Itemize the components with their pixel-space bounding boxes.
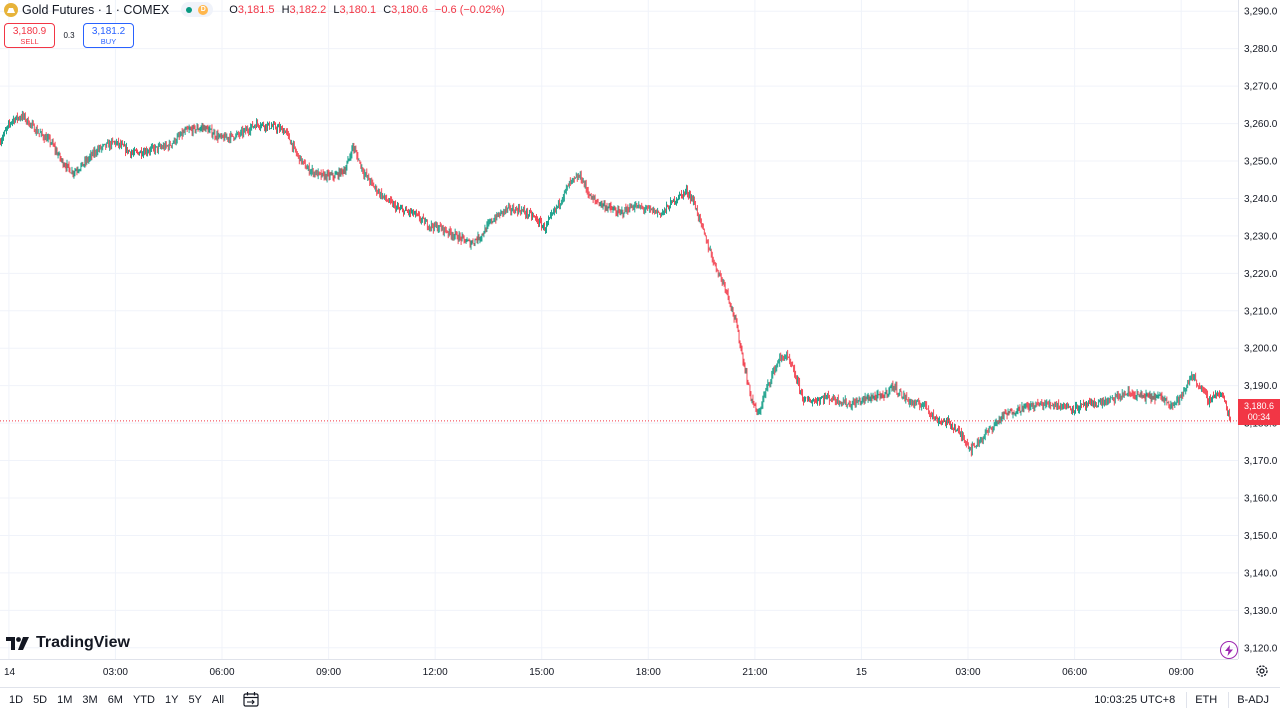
price-axis[interactable]: 3,290.0 3,280.0 3,270.0 3,260.0 3,250.0 3,240… (1244, 7, 1278, 655)
gear-icon[interactable] (1255, 664, 1269, 678)
time-tick-label: 03:00 (103, 667, 128, 678)
price-chart[interactable]: 3,290.0 3,280.0 3,270.0 3,260.0 3,250.0 3,240… (0, 0, 1280, 687)
range-ytd-button[interactable]: YTD (132, 693, 155, 706)
close-label: C (383, 3, 392, 16)
price-tick-label: 3,190.0 (1244, 381, 1278, 392)
interval-badge: D (198, 4, 209, 15)
logo-text: TradingView (36, 634, 130, 651)
range-6m-button[interactable]: 6M (107, 693, 123, 706)
spread-value: 0.3 (63, 31, 75, 40)
time-tick-label: 18:00 (636, 667, 661, 678)
flash-icon[interactable] (1220, 641, 1238, 659)
range-1m-button[interactable]: 1M (57, 693, 73, 706)
high-label: H (281, 3, 290, 16)
price-tick-label: 3,230.0 (1244, 231, 1278, 242)
sell-button[interactable]: 3,180.9 SELL (4, 23, 55, 48)
sell-price: 3,180.9 (12, 25, 47, 37)
tradingview-logo-icon (6, 636, 29, 650)
open-value: 3,181.5 (237, 3, 275, 16)
ohlc-values: O3,181.5 H3,182.2 L3,180.1 C3,180.6 −0.6… (229, 4, 504, 16)
time-tick-label: 09:00 (1169, 667, 1194, 678)
time-axis[interactable]: 14 03:00 06:00 09:00 12:00 15:00 18:00 21:00 15 0… (4, 667, 1194, 678)
gold-coin-icon (4, 2, 18, 17)
tradingview-logo[interactable]: TradingView (6, 634, 130, 652)
session-toggle[interactable]: ETH (1195, 693, 1218, 706)
low-label: L (333, 3, 340, 16)
range-5y-button[interactable]: 5Y (188, 693, 202, 706)
price-tick-label: 3,220.0 (1244, 269, 1278, 280)
adjustment-toggle[interactable]: B-ADJ (1237, 693, 1269, 706)
range-all-button[interactable]: All (211, 693, 225, 706)
clock-time[interactable]: 10:03:25 UTC+8 (1094, 693, 1176, 706)
price-tick-label: 3,270.0 (1244, 82, 1278, 93)
time-tick-label: 21:00 (742, 667, 767, 678)
market-status[interactable]: D (181, 2, 214, 17)
open-label: O (229, 3, 238, 16)
status-divider (1228, 691, 1230, 708)
time-tick-label: 06:00 (1062, 667, 1087, 678)
price-tick-label: 3,120.0 (1244, 643, 1278, 654)
price-tick-label: 3,210.0 (1244, 306, 1278, 317)
price-tick-label: 3,140.0 (1244, 568, 1278, 579)
bottom-toolbar: 1D 5D 1M 3M 6M YTD 1Y 5Y All 10:03:25 UT… (0, 687, 1280, 711)
price-tick-label: 3,240.0 (1244, 194, 1278, 205)
change-value: −0.6 (−0.02%) (434, 3, 505, 16)
buy-label: BUY (100, 36, 117, 46)
candles (0, 110, 1231, 457)
price-tick-label: 3,290.0 (1244, 7, 1278, 18)
range-selector: 1D 5D 1M 3M 6M YTD 1Y 5Y All (4, 694, 229, 706)
range-1y-button[interactable]: 1Y (164, 693, 179, 706)
trade-panel: 3,180.9 SELL 0.3 3,181.2 BUY (4, 23, 134, 48)
price-tick-label: 3,200.0 (1244, 344, 1278, 355)
price-tick-label: 3,160.0 (1244, 493, 1278, 504)
time-tick-label: 06:00 (210, 667, 235, 678)
chart-grid (0, 0, 1238, 659)
price-tick-label: 3,280.0 (1244, 44, 1278, 55)
bar-countdown: 00:34 (1247, 412, 1271, 422)
buy-price: 3,181.2 (91, 25, 126, 37)
range-3m-button[interactable]: 3M (82, 693, 98, 706)
high-value: 3,182.2 (289, 3, 327, 16)
symbol-title[interactable]: Gold Futures · 1 · COMEX (22, 2, 170, 17)
price-tick-label: 3,260.0 (1244, 119, 1278, 130)
price-tick-label: 3,150.0 (1244, 531, 1278, 542)
time-tick-label: 14 (4, 667, 16, 678)
time-tick-label: 15 (856, 667, 868, 678)
sell-label: SELL (20, 36, 39, 46)
status-divider (1186, 691, 1188, 708)
market-open-dot (186, 6, 193, 13)
last-price-value: 3,180.6 (1243, 401, 1275, 411)
range-5d-button[interactable]: 5D (33, 693, 48, 706)
buy-button[interactable]: 3,181.2 BUY (83, 23, 134, 48)
price-tick-label: 3,170.0 (1244, 456, 1278, 467)
close-value: 3,180.6 (391, 3, 428, 16)
calendar-icon[interactable] (243, 692, 259, 707)
time-tick-label: 09:00 (316, 667, 341, 678)
last-price-tag: 3,180.6 00:34 (1238, 399, 1280, 425)
time-tick-label: 03:00 (956, 667, 981, 678)
time-tick-label: 12:00 (423, 667, 448, 678)
time-tick-label: 15:00 (529, 667, 554, 678)
low-value: 3,180.1 (339, 3, 377, 16)
price-tick-label: 3,130.0 (1244, 606, 1278, 617)
chart-legend: Gold Futures · 1 · COMEX D O3,181.5 H3,1… (4, 2, 505, 17)
status-area: 10:03:25 UTC+8 ETH B-ADJ (1094, 691, 1280, 708)
price-tick-label: 3,250.0 (1244, 157, 1278, 168)
range-1d-button[interactable]: 1D (9, 693, 24, 706)
